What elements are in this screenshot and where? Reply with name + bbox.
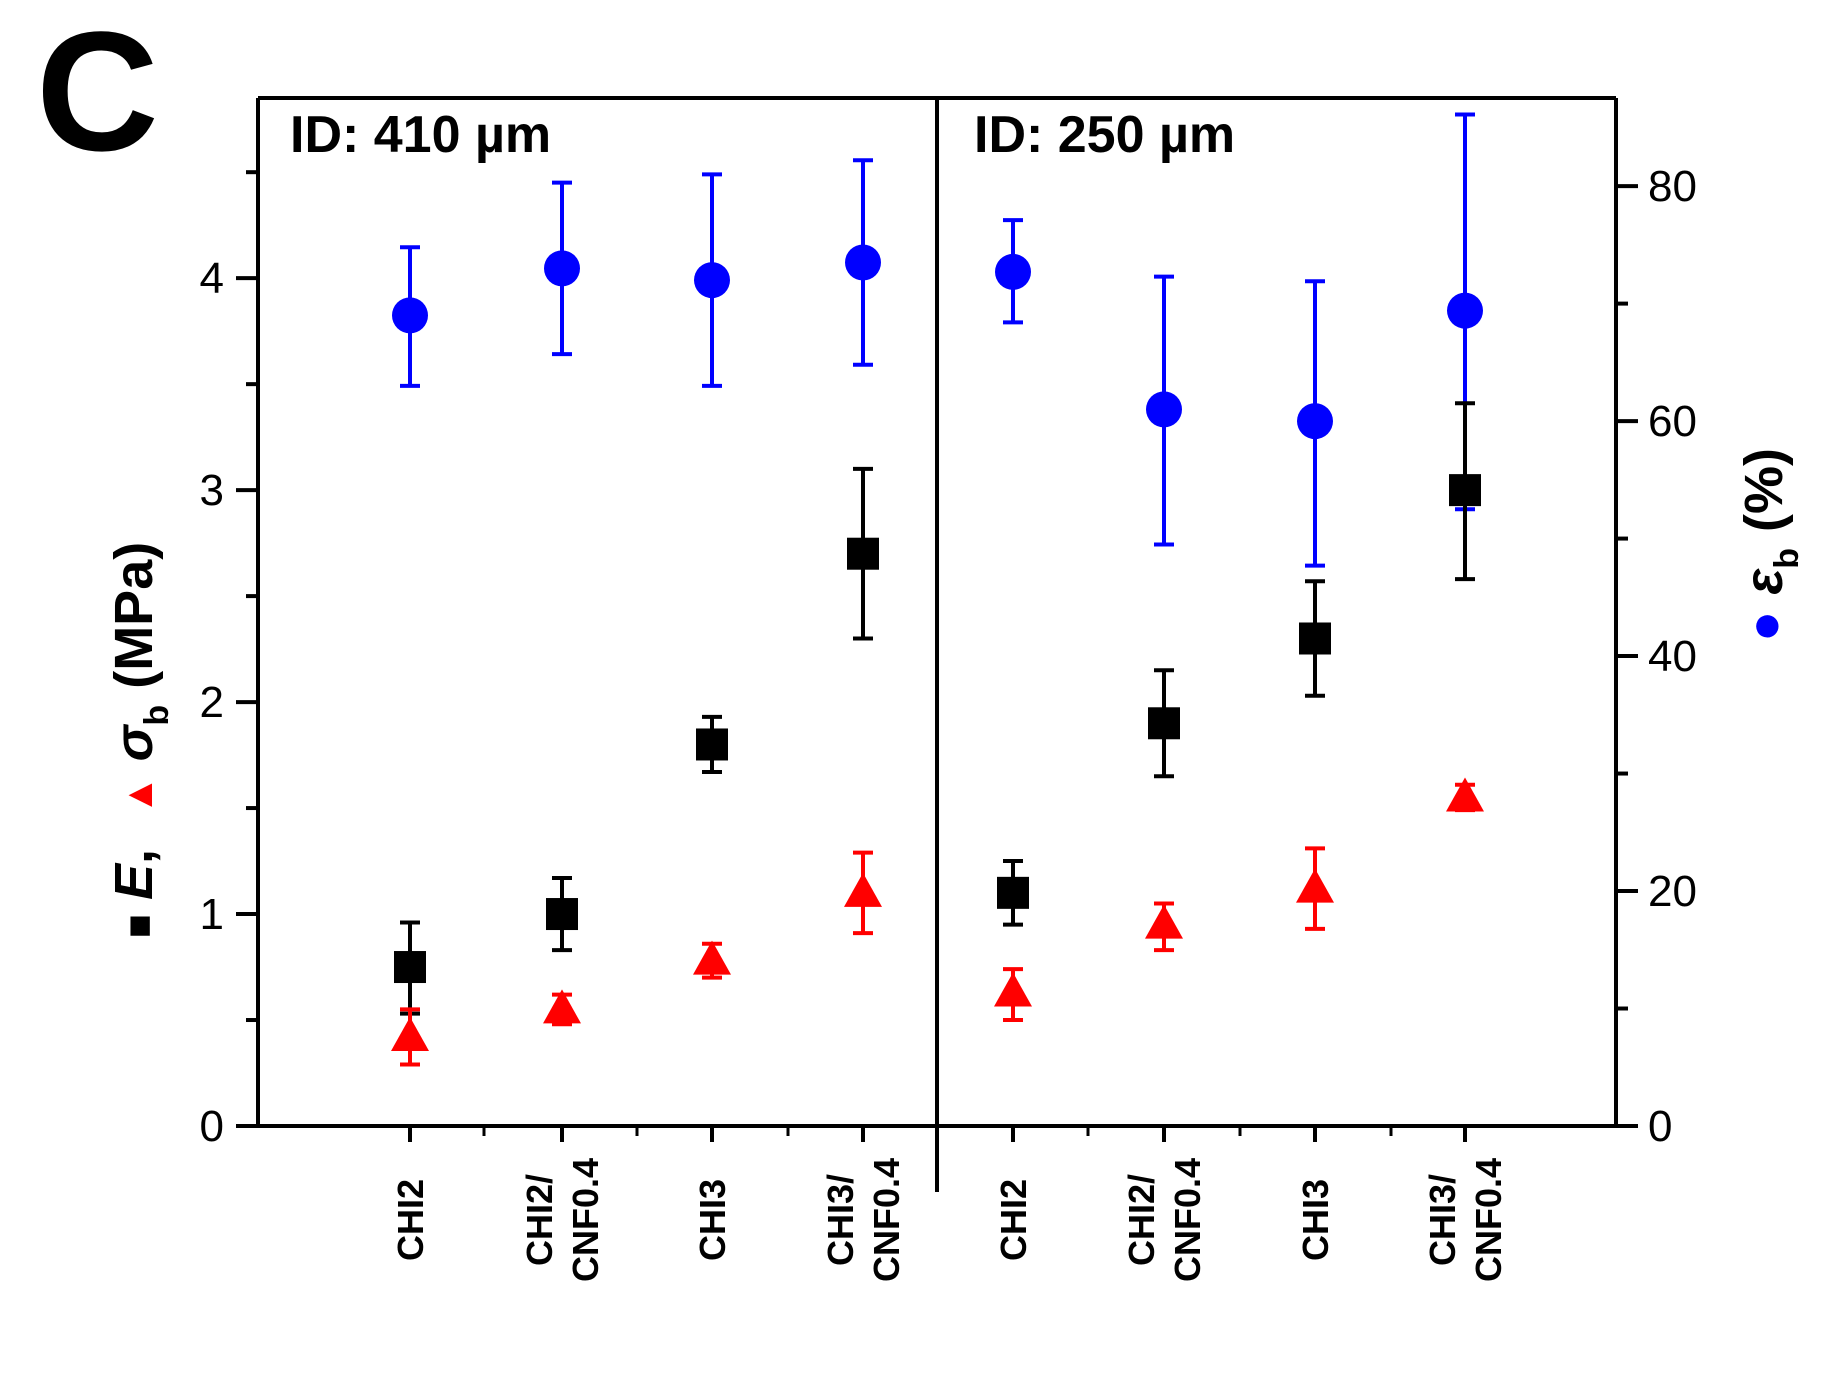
e-symbol: E [104,862,164,900]
e-point [394,951,426,984]
sigma-point [1145,904,1183,939]
category-label: CHI2 [993,1179,1034,1261]
sigma-point [693,940,731,975]
category-label-line: CNF0.4 [866,1158,907,1282]
sigma-marker-glyph: ▲ [117,775,161,815]
category-label: CHI2/CNF0.4 [519,1158,606,1282]
e-point [546,898,578,931]
eps-point [1297,403,1333,440]
left-tick-label: 1 [200,890,224,939]
plot-frame [256,96,1618,1192]
category-label-line: CNF0.4 [1167,1158,1208,1282]
sigma-symbol: σ [104,723,164,761]
eps-point [544,250,580,287]
right-tick-label: 60 [1648,397,1697,446]
category-labels: CHI2 CHI2/CNF0.4 CHI3 CHI3/CNF0.4 CHI2 CHI2/C… [390,1158,1509,1282]
sigma-point [844,872,882,907]
category-label: CHI2 [390,1179,431,1261]
e-marker-glyph: ■ [117,914,161,938]
right-axis-title: ● εb (%) [1734,448,1806,642]
panel-labels: ID: 410 µm ID: 250 µm [290,106,1235,164]
eps-point [694,262,730,299]
category-label-line: CNF0.4 [1468,1158,1509,1282]
eps-point [1146,391,1182,428]
category-label-line: CHI2 [993,1179,1034,1261]
e-point [1449,474,1481,507]
category-label-line: CHI3/ [820,1174,861,1266]
category-label-line: CHI2/ [1121,1174,1162,1266]
left-tick-label: 4 [200,254,224,303]
comma: , [104,849,164,864]
left-axis-title: ■ E, ▲ σb (MPa) [104,542,176,938]
svg-text:●εb(%): ● εb (%) [1734,448,1806,642]
sigma-point [994,972,1032,1007]
right-tick-label: 80 [1648,162,1697,211]
category-label: CHI3 [692,1179,733,1261]
data-marks [391,112,1484,1067]
sigma-point [543,989,581,1024]
left-unit: (MPa) [104,542,164,689]
right-tick-label: 20 [1648,867,1697,916]
e-point [1148,707,1180,740]
category-label-line: CHI2 [390,1179,431,1261]
category-label: CHI3/CNF0.4 [820,1158,907,1282]
category-label: CHI2/CNF0.4 [1121,1158,1208,1282]
sigma-point [1296,868,1334,903]
category-label-line: CNF0.4 [565,1158,606,1282]
eps-symbol: ε [1734,568,1794,595]
eps-subscript: b [1768,548,1806,569]
eps-point [392,297,428,334]
category-label-line: CHI3 [692,1179,733,1261]
eps-marker-glyph: ● [1736,611,1794,642]
category-label-line: CHI3 [1295,1179,1336,1261]
category-label: CHI3/CNF0.4 [1422,1158,1509,1282]
panel-label: ID: 410 µm [290,106,551,164]
eps-point [845,244,881,281]
eps-point [1447,292,1483,329]
e-point [1299,622,1331,655]
right-unit: (%) [1734,448,1794,532]
e-point [997,876,1029,909]
category-label: CHI3 [1295,1179,1336,1261]
left-tick-label: 2 [200,678,224,727]
eps-point [995,253,1031,290]
category-label-line: CHI2/ [519,1174,560,1266]
e-point [696,728,728,761]
sigma-point [1446,777,1484,812]
figure-label: C [36,0,159,187]
right-tick-label: 0 [1648,1102,1672,1151]
sigma-point [391,1016,429,1051]
category-label-line: CHI3/ [1422,1174,1463,1266]
right-tick-label: 40 [1648,632,1697,681]
panel-label: ID: 250 µm [974,106,1235,164]
left-tick-label: 3 [200,466,224,515]
svg-text:■E,▲σb(MPa): ■ E, ▲ σb (MPa) [104,542,176,938]
left-tick-label: 0 [200,1102,224,1151]
e-point [847,537,879,570]
sigma-subscript: b [138,705,176,726]
